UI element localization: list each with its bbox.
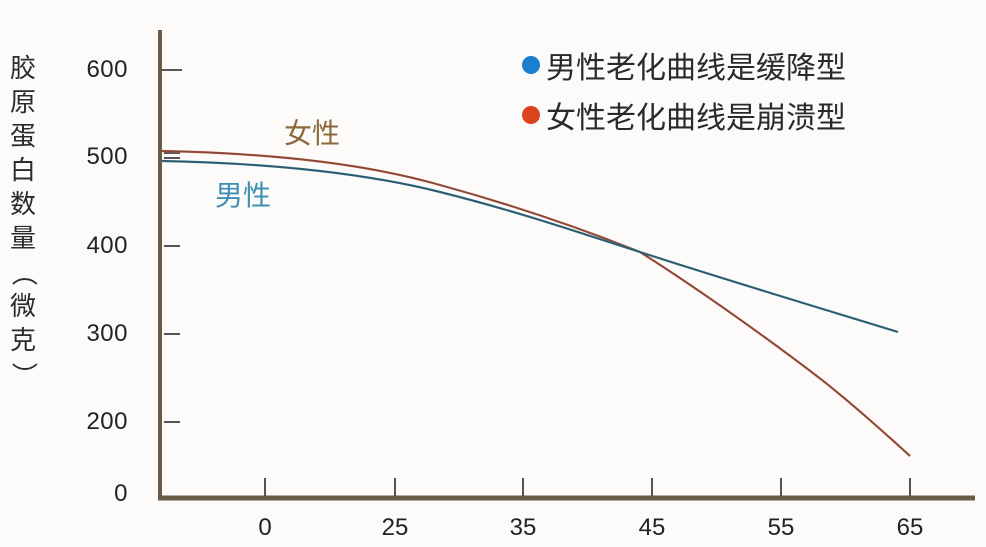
blue-dot-icon <box>522 56 540 74</box>
y-axis-title-char: 蛋 <box>9 122 36 152</box>
y-tick-label: 300 <box>86 320 128 347</box>
x-tick-label: 55 <box>767 514 795 541</box>
y-axis-title-char: 克 <box>9 326 36 356</box>
y-tick-label: 500 <box>86 143 128 170</box>
x-ticks <box>264 478 911 496</box>
y-tick-label: 200 <box>86 408 128 435</box>
x-tick-label: 25 <box>381 514 409 541</box>
female-curve <box>161 149 911 457</box>
red-dot-icon <box>522 106 540 124</box>
y-axis-title-char: 数 <box>9 190 36 220</box>
y-tick-label: 600 <box>86 56 128 83</box>
legend-item-male: 男性老化曲线是缓降型 <box>522 40 846 90</box>
y-axis-title: 胶 原 蛋 白 数 量 （ 微 克 ） <box>8 52 38 392</box>
male-series-label: 男性 <box>215 179 272 212</box>
legend-label-male: 男性老化曲线是缓降型 <box>546 51 846 86</box>
legend-label-female: 女性老化曲线是崩溃型 <box>546 101 846 136</box>
legend: 男性老化曲线是缓降型 女性老化曲线是崩溃型 <box>522 40 846 140</box>
legend-item-female: 女性老化曲线是崩溃型 <box>522 90 846 140</box>
y-tick-label: 400 <box>86 232 128 259</box>
y-axis-title-char: 微 <box>9 292 36 322</box>
x-tick-label: 35 <box>509 514 537 541</box>
female-curve-shade <box>161 150 911 457</box>
male-curve-shade <box>161 160 899 333</box>
x-tick-label: 45 <box>638 514 666 541</box>
y-axis-title-char: 白 <box>9 156 36 186</box>
y-axis-title-char: 量 <box>9 224 36 254</box>
y-ticks <box>162 69 182 423</box>
x-tick-label: 0 <box>258 514 272 541</box>
x-tick-label: 65 <box>896 514 924 541</box>
y-axis-title-char: 胶 <box>9 54 36 84</box>
y-tick-label: 0 <box>114 480 128 507</box>
y-axis-title-char: 原 <box>9 88 36 118</box>
female-series-label: 女性 <box>284 117 341 150</box>
male-curve <box>161 159 899 334</box>
